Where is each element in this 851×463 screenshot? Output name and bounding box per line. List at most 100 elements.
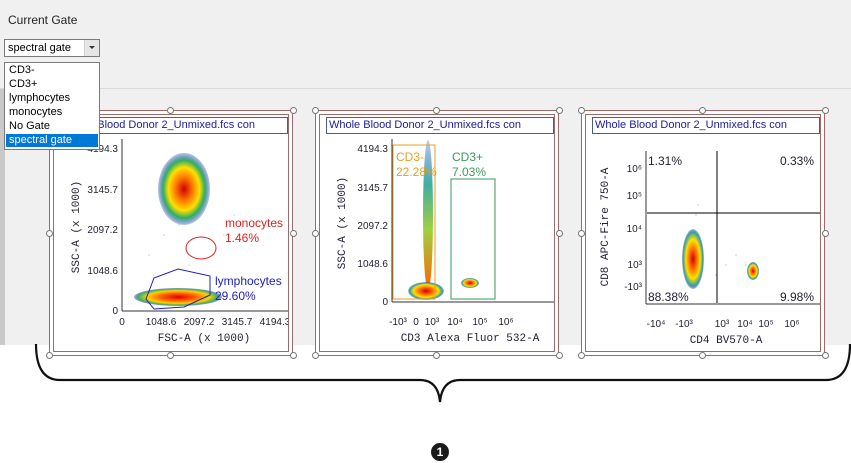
y-tick: 10³ — [628, 260, 643, 271]
gate-dropdown-list: CD3- CD3+ lymphocytes monocytes No Gate … — [4, 62, 100, 150]
gate-option-lymphocytes[interactable]: lymphocytes — [9, 92, 71, 104]
gate-monocytes — [185, 236, 217, 260]
x-tick: 10⁶ — [784, 319, 799, 330]
y-tick: -10³ — [624, 282, 642, 293]
resize-handle[interactable] — [556, 230, 563, 237]
x-tick: 3145.7 — [222, 317, 253, 328]
gate-lymphocytes — [145, 268, 211, 310]
gate-option-no-gate[interactable]: No Gate — [9, 120, 50, 132]
dot-plot-fsc-ssc: monocytes 1.46% lymphocytes 29.60% 0 104… — [71, 139, 289, 345]
ribbon-divider — [0, 88, 851, 89]
x-tick: 10⁴ — [737, 319, 752, 330]
resize-handle[interactable] — [433, 352, 440, 359]
gate-pct-monocytes: 1.46% — [225, 231, 259, 245]
dot-plot-cd3-ssc: CD3- 22.28% CD3+ 7.03% 0 1048.6 2097.2 3… — [337, 139, 554, 345]
resize-handle[interactable] — [290, 230, 297, 237]
plot-title: Whole Blood Donor 2_Unmixed.fcs con — [60, 117, 288, 134]
gate-pct-cd3-neg: 22.28% — [396, 165, 437, 179]
plot-frame: Whole Blood Donor 2_Unmixed.fcs con mono… — [53, 114, 289, 352]
resize-handle[interactable] — [46, 352, 53, 359]
plot-title: Whole Blood Donor 2_Unmixed.fcs con — [326, 117, 554, 134]
x-tick: 10⁶ — [498, 317, 513, 328]
toolbar-ribbon — [0, 0, 851, 88]
gate-combo-box[interactable]: spectral gate — [4, 39, 100, 57]
y-tick: 0 — [112, 306, 118, 317]
y-tick: 3145.7 — [357, 183, 388, 194]
resize-handle[interactable] — [822, 107, 829, 114]
resize-handle[interactable] — [578, 230, 585, 237]
resize-handle[interactable] — [822, 352, 829, 359]
y-tick: 2097.2 — [87, 225, 118, 236]
x-tick: 10³ — [715, 319, 730, 330]
x-tick: 0 — [413, 317, 419, 328]
quadrant-ll: 88.38% — [648, 290, 689, 304]
gate-option-spectral-gate[interactable]: spectral gate — [6, 134, 98, 147]
quadrant-lr: 9.98% — [780, 290, 814, 304]
gate-label-monocytes: monocytes — [225, 216, 283, 230]
x-tick: -10⁴ — [647, 319, 666, 330]
gate-cd3-pos — [450, 178, 496, 300]
resize-handle[interactable] — [46, 230, 53, 237]
plot-cd4-cd8[interactable]: Whole Blood Donor 2_Unmixed.fcs con 1.31… — [581, 110, 825, 356]
y-tick: 3145.7 — [87, 185, 118, 196]
x-tick: 10⁴ — [447, 317, 462, 328]
chevron-down-icon[interactable] — [84, 40, 99, 56]
callout-badge-1: 1 — [431, 443, 449, 461]
canvas-left-edge — [0, 89, 5, 345]
y-tick: 10⁴ — [627, 224, 642, 235]
y-tick: 4194.3 — [357, 144, 388, 155]
y-tick: 4194.3 — [87, 144, 118, 155]
gate-label-cd3-neg: CD3- — [396, 150, 424, 164]
y-tick: 10⁶ — [627, 164, 642, 175]
resize-handle[interactable] — [578, 107, 585, 114]
plot-cd3-ssc[interactable]: Whole Blood Donor 2_Unmixed.fcs con CD3-… — [315, 110, 559, 356]
resize-handle[interactable] — [433, 107, 440, 114]
x-tick: 2097.2 — [184, 317, 215, 328]
quadrant-ul: 1.31% — [648, 154, 682, 168]
gate-option-cd3-neg[interactable]: CD3- — [9, 64, 35, 76]
resize-handle[interactable] — [312, 230, 319, 237]
resize-handle[interactable] — [578, 352, 585, 359]
resize-handle[interactable] — [290, 107, 297, 114]
plot-title: Whole Blood Donor 2_Unmixed.fcs con — [592, 117, 820, 134]
plot-fsc-ssc[interactable]: Whole Blood Donor 2_Unmixed.fcs con mono… — [49, 110, 293, 356]
resize-handle[interactable] — [167, 107, 174, 114]
resize-handle[interactable] — [699, 352, 706, 359]
plot-frame: Whole Blood Donor 2_Unmixed.fcs con CD3-… — [319, 114, 555, 352]
y-axis-label: SSC-A (x 1000) — [71, 181, 83, 273]
dot-plot-cd4-cd8: 1.31% 0.33% 88.38% 9.98% -10³ 10³ 10⁴ 10… — [600, 151, 820, 347]
x-tick: -10³ — [675, 319, 693, 330]
x-tick: -10³ — [389, 317, 407, 328]
x-tick: 0 — [119, 317, 125, 328]
x-tick: 10⁵ — [472, 317, 487, 328]
gate-pct-cd3-pos: 7.03% — [452, 165, 486, 179]
resize-handle[interactable] — [699, 107, 706, 114]
x-tick: 4194.3 — [260, 317, 289, 328]
resize-handle[interactable] — [312, 352, 319, 359]
y-tick: 1048.6 — [87, 266, 118, 277]
resize-handle[interactable] — [556, 352, 563, 359]
x-tick: 10³ — [425, 317, 440, 328]
gate-option-monocytes[interactable]: monocytes — [9, 106, 63, 118]
gate-pct-lymphocytes: 29.60% — [215, 289, 256, 303]
gate-combo-value: spectral gate — [8, 42, 71, 54]
x-tick: 10⁵ — [758, 319, 773, 330]
y-tick: 1048.6 — [357, 259, 388, 270]
x-axis-label: CD4 BV570-A — [690, 335, 763, 347]
x-axis-label: CD3 Alexa Fluor 532-A — [401, 333, 540, 345]
current-gate-label: Current Gate — [8, 13, 78, 27]
y-axis-label: CD8 APC-Fire 750-A — [600, 167, 612, 286]
quadrant-ur: 0.33% — [780, 154, 814, 168]
gate-option-cd3-pos[interactable]: CD3+ — [9, 78, 38, 90]
x-tick: 1048.6 — [146, 317, 177, 328]
y-tick: 10⁵ — [627, 191, 642, 202]
y-tick: 2097.2 — [357, 221, 388, 232]
resize-handle[interactable] — [312, 107, 319, 114]
resize-handle[interactable] — [167, 352, 174, 359]
gate-label-lymphocytes: lymphocytes — [215, 274, 282, 288]
resize-handle[interactable] — [822, 230, 829, 237]
resize-handle[interactable] — [556, 107, 563, 114]
gate-cd3-neg — [392, 144, 436, 300]
resize-handle[interactable] — [290, 352, 297, 359]
